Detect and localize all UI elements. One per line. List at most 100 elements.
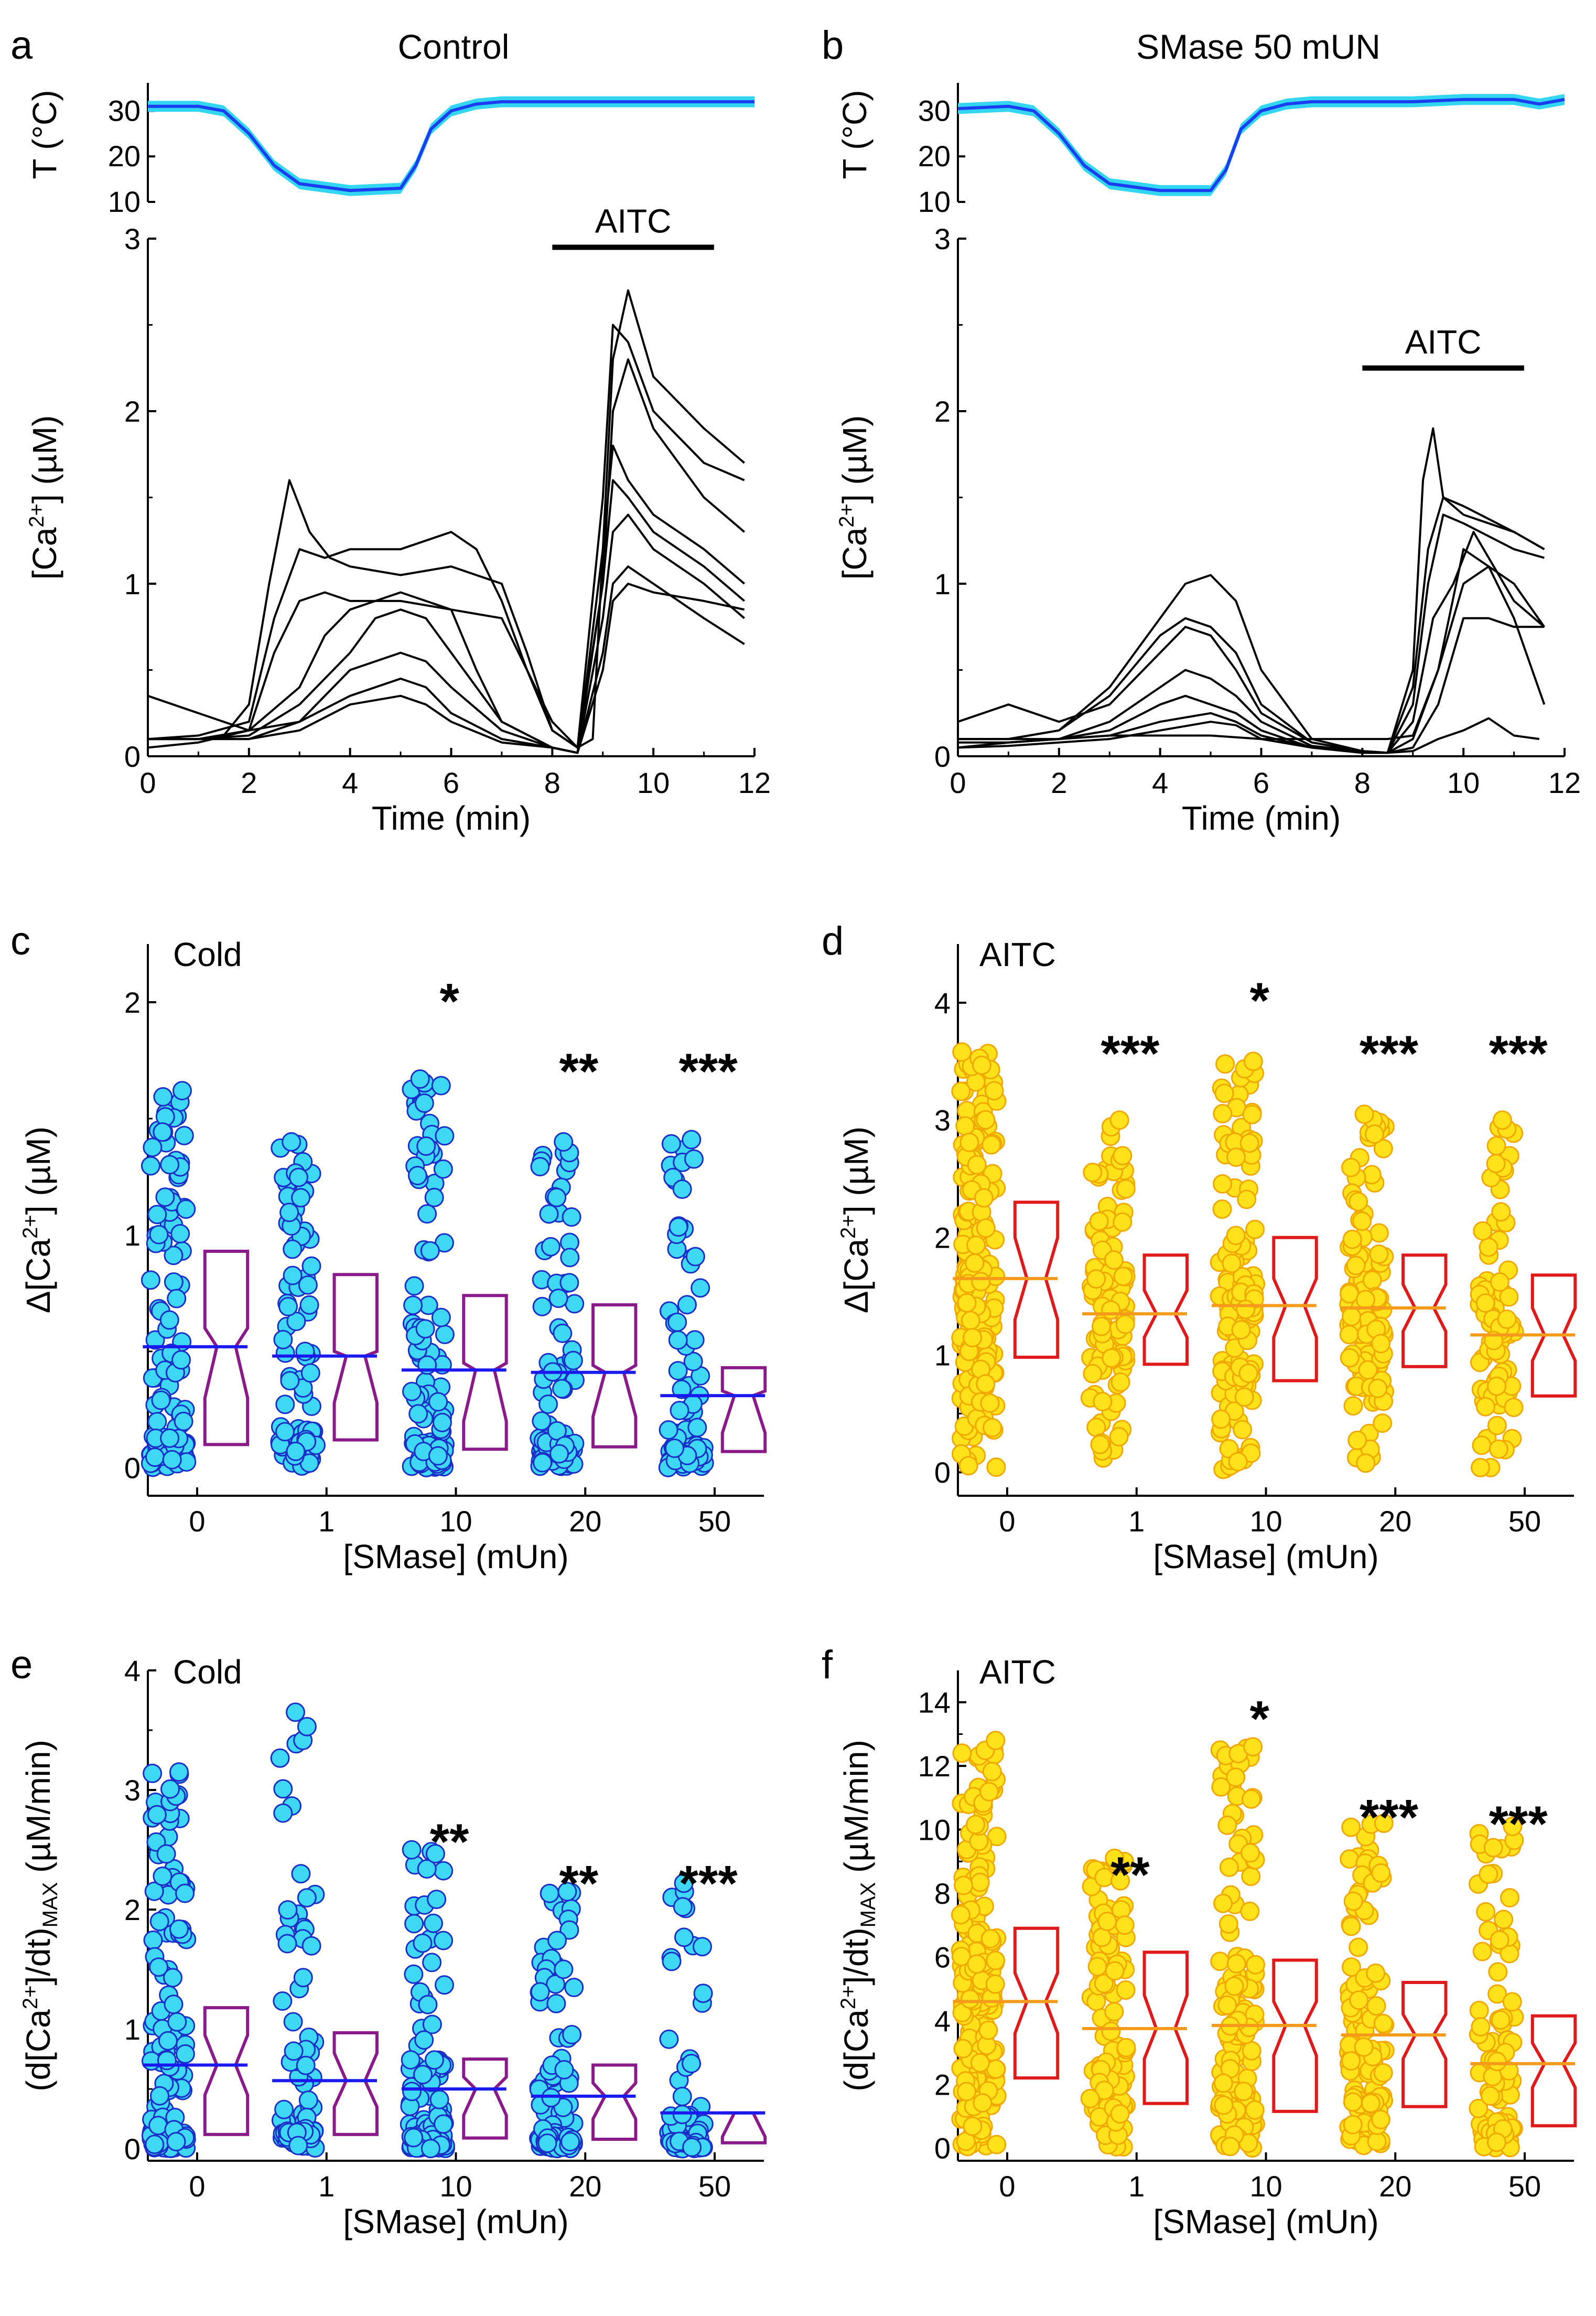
data-point [1236, 1300, 1256, 1320]
notched-box [720, 2111, 767, 2145]
calcium-trace-2 [958, 496, 1545, 754]
data-point [415, 1319, 435, 1339]
calcium-trace-8 [148, 583, 745, 754]
data-point [1489, 1439, 1508, 1459]
data-point [966, 1815, 986, 1835]
data-point [402, 2082, 422, 2101]
significance-mark: *** [679, 1043, 738, 1099]
data-point [1373, 2013, 1393, 2033]
data-point [1472, 1942, 1492, 1961]
panel-c-condition-label: Cold [173, 936, 242, 973]
calcium-trace-4 [148, 444, 745, 754]
data-point [1231, 1320, 1251, 1340]
data-point [147, 1412, 167, 1432]
data-point [1362, 1270, 1382, 1290]
data-point [961, 1311, 980, 1331]
data-point [408, 1404, 428, 1424]
data-point [418, 1995, 438, 2014]
data-point [1238, 1364, 1258, 1383]
calcium-trace-2 [147, 324, 745, 749]
data-point [283, 1239, 303, 1259]
data-point [1211, 1777, 1231, 1797]
data-point [435, 1126, 455, 1146]
data-point [1233, 1420, 1253, 1440]
data-point [1210, 1952, 1230, 1971]
data-point [1110, 2104, 1130, 2124]
data-point [143, 1138, 163, 1157]
data-point [1371, 1863, 1391, 1883]
data-point [403, 1295, 423, 1315]
data-point [424, 1913, 443, 1933]
data-point [1343, 1891, 1363, 1911]
data-point [1226, 1226, 1246, 1246]
axis-label-part: (µM/min) [837, 1740, 875, 1882]
significance-mark: * [439, 973, 459, 1030]
data-point [1486, 1136, 1506, 1156]
y-axis-label: Δ[Ca2+] (µM) [19, 1127, 57, 1313]
data-point [158, 2031, 178, 2051]
data-point [429, 2089, 449, 2109]
data-point [1241, 1843, 1260, 1863]
data-point [300, 1363, 320, 1383]
x-tick-label: 6 [1253, 766, 1269, 799]
x-tick-label: 10 [637, 766, 670, 799]
y-tick-label: 3 [124, 1774, 141, 1807]
data-point [1486, 1154, 1506, 1174]
y-tick-label: 0 [934, 1456, 951, 1489]
data-point [1369, 1244, 1389, 1264]
data-point [414, 1093, 434, 1113]
y-tick-label: 2 [934, 1221, 951, 1255]
data-point [1237, 1189, 1257, 1209]
data-point [1093, 1392, 1113, 1411]
axis-label-part: MAX [857, 1882, 880, 1928]
data-point [1341, 1817, 1361, 1837]
data-point [1101, 2021, 1121, 2041]
stimulus-label: AITC [1405, 323, 1482, 361]
panel-d: d AITC 0 1 2 3 4 0 1 10 20 50 [SMase] (mUn) Δ[Ca2+]… [822, 919, 1577, 1575]
temperature-sem-band [148, 96, 754, 196]
data-point [1349, 1192, 1368, 1211]
data-point [1469, 2000, 1489, 2020]
data-point [530, 1157, 550, 1176]
y-tick-label: 1 [934, 1338, 951, 1371]
data-point [979, 1782, 999, 1802]
data-point [1483, 1838, 1503, 1858]
data-point [549, 1444, 569, 1464]
data-point [424, 2050, 444, 2070]
data-point [1491, 2010, 1511, 2030]
data-point [958, 1456, 978, 1476]
data-point [1356, 1453, 1376, 1473]
data-point [980, 1393, 1000, 1413]
data-point [1226, 1148, 1246, 1167]
data-point [431, 1307, 451, 1327]
y-tick-label: 2 [124, 395, 141, 428]
data-point [552, 1379, 571, 1399]
data-point [425, 1844, 445, 1864]
panel-letter-c: c [10, 919, 30, 963]
panel-b-title: SMase 50 mUN [1136, 27, 1381, 66]
data-point [1347, 1430, 1367, 1450]
data-point [674, 1873, 694, 1893]
data-point [404, 1964, 424, 1984]
data-point [1087, 1957, 1107, 1977]
calcium-trace-4 [958, 531, 1545, 754]
data-point [1473, 1221, 1493, 1241]
data-point [284, 2041, 304, 2061]
data-point [1109, 1427, 1129, 1446]
calcium-trace-1 [148, 289, 745, 749]
x-tick-label: 1 [1128, 1505, 1145, 1538]
data-point [1358, 1360, 1378, 1380]
data-point [433, 1412, 452, 1432]
data-point [428, 1392, 448, 1412]
calcium-trace-5 [957, 548, 1546, 754]
data-point [1213, 1104, 1233, 1123]
data-point [559, 1920, 579, 1940]
data-point [683, 1352, 703, 1371]
data-point [659, 1420, 678, 1440]
data-point [273, 1329, 293, 1349]
data-point [970, 1872, 990, 1892]
data-point [1097, 1912, 1117, 1932]
data-point [299, 1295, 319, 1315]
notched-box [591, 2063, 638, 2141]
